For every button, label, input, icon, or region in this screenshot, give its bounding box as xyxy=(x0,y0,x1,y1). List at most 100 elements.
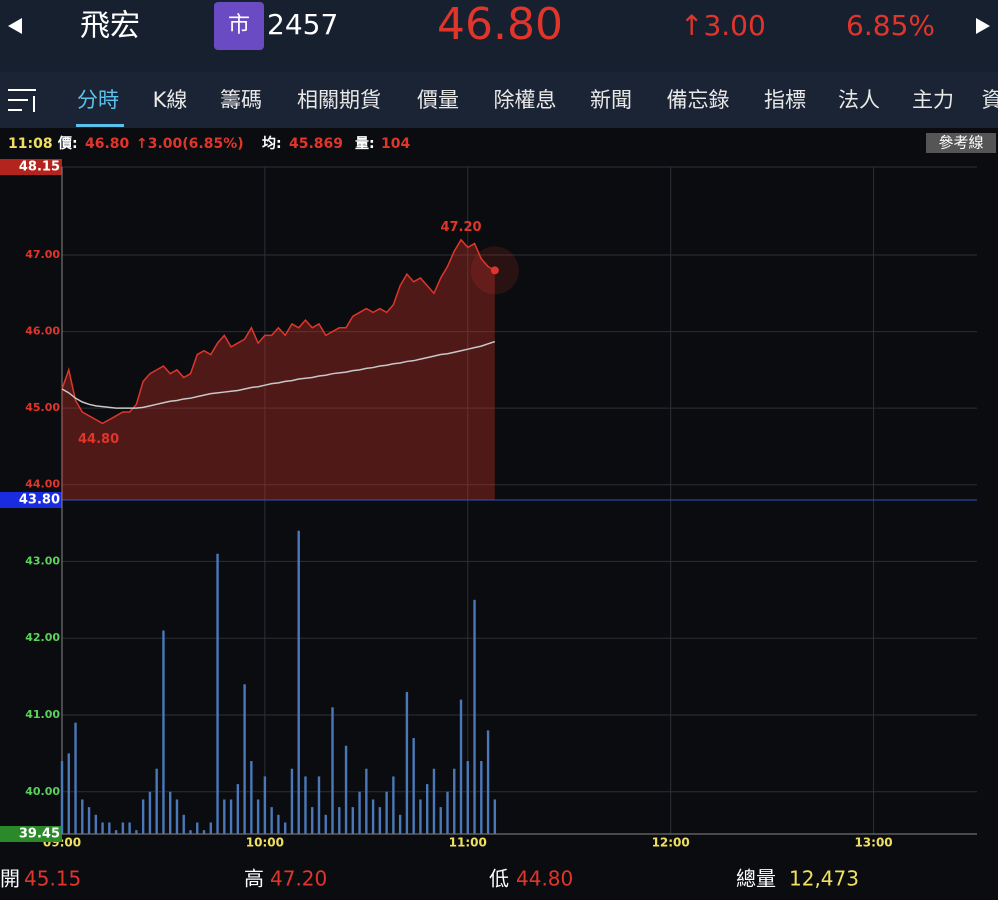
volume-bar xyxy=(385,791,388,834)
x-tick-label: 11:00 xyxy=(449,836,487,850)
next-button[interactable] xyxy=(976,18,990,34)
stock-name: 飛宏 xyxy=(80,9,140,44)
tab[interactable]: 價量 xyxy=(417,88,459,112)
info-time: 11:08 xyxy=(8,136,53,152)
volume-bar xyxy=(398,814,402,834)
active-tab-underline xyxy=(76,124,124,127)
volume-bar xyxy=(358,791,361,834)
volume-bar xyxy=(60,761,64,834)
menu-icon[interactable] xyxy=(8,89,36,112)
volume-bar xyxy=(74,722,77,834)
volume-bar xyxy=(223,799,226,834)
volume-bar xyxy=(480,761,483,834)
volume-bar xyxy=(209,822,212,834)
volume-bar xyxy=(182,814,185,834)
volume-bar xyxy=(493,799,497,834)
tab[interactable]: K線 xyxy=(153,88,188,112)
tab[interactable]: 資 xyxy=(982,88,998,112)
volume-bar xyxy=(365,768,368,834)
volume-bar xyxy=(466,761,469,834)
header-bg xyxy=(0,0,998,72)
x-tick-label: 13:00 xyxy=(854,836,892,850)
footer-label: 總量 xyxy=(736,867,776,891)
y-tick-label: 42.00 xyxy=(25,631,60,644)
footer-value: 47.20 xyxy=(270,867,327,891)
footer-label: 低 xyxy=(489,867,509,891)
volume-bar xyxy=(331,707,334,834)
volume-bar xyxy=(87,807,91,834)
volume-bar xyxy=(405,691,409,834)
stock-code: 2457 xyxy=(267,8,338,41)
volume-bar xyxy=(121,822,125,834)
y-tick-label: 43.00 xyxy=(25,554,60,567)
tick-box xyxy=(0,826,62,842)
tab-bar xyxy=(0,72,998,128)
volume-bar xyxy=(277,814,280,834)
volume-bar xyxy=(446,791,449,834)
tab[interactable]: 備忘錄 xyxy=(667,88,730,112)
y-tick-label: 41.00 xyxy=(25,708,60,721)
volume-bar xyxy=(432,768,436,834)
tab[interactable]: 籌碼 xyxy=(220,88,262,112)
volume-bar xyxy=(155,768,158,834)
y-tick-label: 46.00 xyxy=(25,325,60,338)
volume-bar xyxy=(439,807,442,834)
y-tick-label: 47.00 xyxy=(25,248,60,261)
high-annotation: 47.20 xyxy=(440,220,481,235)
price-area xyxy=(62,239,495,501)
y-tick-label: 45.00 xyxy=(25,401,60,414)
volume-bar xyxy=(202,830,206,834)
tab[interactable]: 新聞 xyxy=(590,88,632,112)
volume-bar xyxy=(263,776,267,834)
volume-bar xyxy=(141,799,145,834)
footer-label: 開 xyxy=(0,867,20,891)
tab[interactable]: 主力 xyxy=(912,88,954,112)
volume-bar xyxy=(304,776,307,834)
y-tick-label: 40.00 xyxy=(25,785,60,798)
volume-bar xyxy=(392,776,395,834)
volume-bar xyxy=(243,684,246,834)
tab[interactable]: 指標 xyxy=(764,88,806,112)
volume-bar xyxy=(419,799,422,834)
volume-bar xyxy=(290,768,294,834)
volume-bar xyxy=(114,830,118,834)
prev-button[interactable] xyxy=(8,18,22,34)
volume-bar xyxy=(256,799,260,834)
info-volume: 104 xyxy=(381,136,410,152)
market: 市 xyxy=(228,13,250,38)
volume-bar xyxy=(236,784,240,834)
tab[interactable]: 相關期貨 xyxy=(297,88,381,112)
y-tick-label: 43.80 xyxy=(19,493,60,508)
tick-box xyxy=(0,159,62,175)
reference-button[interactable]: 參考線 xyxy=(938,134,983,152)
volume-bar xyxy=(297,530,300,834)
volume-bar xyxy=(250,761,253,834)
volume-bar xyxy=(338,807,341,834)
volume-bar xyxy=(351,807,355,834)
tab[interactable]: 除權息 xyxy=(494,88,557,112)
info-volume-label: 量: xyxy=(355,136,375,152)
volume-bar xyxy=(216,553,219,834)
volume-bar xyxy=(378,807,382,834)
volume-bar xyxy=(324,814,327,834)
tab[interactable]: 法人 xyxy=(838,88,880,112)
volume-bar xyxy=(162,630,165,834)
volume-bar xyxy=(108,822,111,834)
last-price-dot xyxy=(490,266,499,275)
price-line xyxy=(61,238,496,425)
volume-bar xyxy=(175,799,179,834)
volume-bar xyxy=(371,799,375,834)
volume-bar xyxy=(67,753,70,834)
x-tick-label: 12:00 xyxy=(652,836,690,850)
volume-bar xyxy=(169,791,172,834)
volume-bar xyxy=(486,730,490,834)
volume-bar xyxy=(426,784,429,834)
market-badge xyxy=(214,2,264,50)
volume-bar xyxy=(135,830,138,834)
footer-label: 高 xyxy=(244,867,264,891)
tab[interactable]: 分時 xyxy=(77,88,119,112)
reference-button-bg[interactable] xyxy=(926,133,996,153)
volume-bar xyxy=(344,745,348,834)
